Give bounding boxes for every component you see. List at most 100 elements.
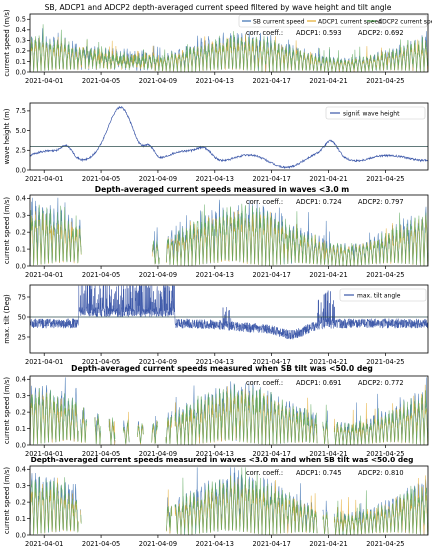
adcp2-series: [29, 203, 429, 267]
corr-adcp2: ADCP2: 0.692: [358, 29, 404, 37]
x-tick-label: 2021-04-01: [25, 77, 63, 85]
y-tick-label: 0.3: [16, 482, 27, 490]
panel-2: 0.0 2.5 5.0 7.5 2021-04-01 2021-04-05 2021-04-…: [3, 102, 429, 183]
x-tick-label: 2021-04-21: [309, 540, 347, 548]
y-tick-label: 0.0: [16, 531, 27, 539]
x-tick-label: 2021-04-25: [366, 271, 404, 279]
y-axis-label: current speed (m/s): [3, 9, 11, 76]
x-tick-label: 2021-04-05: [82, 540, 120, 548]
corr-adcp2: ADCP2: 0.810: [358, 469, 404, 477]
y-tick-label: 0.3: [16, 392, 27, 400]
x-tick-label: 2021-04-09: [139, 450, 177, 458]
y-tick-label: 0.2: [16, 47, 27, 55]
panel-5: 0.0 0.1 0.2 0.3 0.4 2021-04-01 2021-04-05 2021-…: [3, 375, 429, 458]
x-tick-label: 2021-04-21: [309, 271, 347, 279]
panel-4: 25 50 75 2021-04-01 2021-04-05 2021-04-09 2021…: [3, 284, 429, 366]
corr-adcp1: ADCP1: 0.691: [296, 379, 342, 387]
x-tick-label: 2021-04-05: [82, 358, 120, 366]
x-tick-label: 2021-04-17: [252, 271, 290, 279]
y-tick-label: 0.4: [16, 26, 27, 34]
y-tick-label: 0.4: [16, 195, 27, 203]
y-tick-label: 0.5: [16, 16, 27, 24]
x-tick-label: 2021-04-01: [25, 540, 63, 548]
x-tick-label: 2021-04-25: [366, 358, 404, 366]
y-tick-label: 0.2: [16, 408, 27, 416]
x-tick-label: 2021-04-13: [196, 175, 234, 183]
corr-coeff-label: corr. coeff.:: [246, 469, 283, 477]
x-tick-label: 2021-04-17: [252, 358, 290, 366]
y-tick-label: 0.0: [16, 262, 27, 270]
x-tick-label: 2021-04-09: [139, 77, 177, 85]
legend-box: [238, 14, 428, 28]
panel-5-title: Depth-averaged current speeds measured w…: [71, 364, 373, 373]
panel-1-title: SB, ADCP1 and ADCP2 depth-averaged curre…: [45, 3, 392, 12]
y-axis-label: current speed (m/s): [3, 377, 11, 444]
x-tick-label: 2021-04-21: [309, 450, 347, 458]
tilt-series: [29, 284, 429, 340]
axes-frame: [29, 13, 429, 73]
y-axis-label: current speed (m/s): [3, 197, 11, 264]
corr-coeff-label: corr. coeff.:: [246, 29, 283, 37]
legend-box: [325, 106, 426, 120]
x-tick-label: 2021-04-01: [25, 175, 63, 183]
legend-entry: SB current speed: [253, 18, 305, 25]
y-tick-label: 2.5: [16, 147, 27, 155]
x-tick-label: 2021-04-13: [196, 450, 234, 458]
x-tick-label: 2021-04-13: [196, 271, 234, 279]
panel-6: 0.0 0.1 0.2 0.3 0.4 2021-04-01 2021-04-05 2021-…: [3, 466, 429, 548]
adcp2-series: [29, 24, 429, 73]
x-tick-label: 2021-04-25: [366, 540, 404, 548]
x-tick-label: 2021-04-01: [25, 271, 63, 279]
x-tick-label: 2021-04-09: [139, 271, 177, 279]
y-tick-label: 25: [18, 333, 26, 341]
x-tick-label: 2021-04-01: [25, 358, 63, 366]
corr-adcp1: ADCP1: 0.593: [296, 29, 342, 37]
x-tick-label: 2021-04-13: [196, 540, 234, 548]
corr-adcp1: ADCP1: 0.745: [296, 469, 342, 477]
y-tick-label: 0.1: [16, 425, 27, 433]
x-tick-label: 2021-04-13: [196, 358, 234, 366]
y-tick-label: 7.5: [16, 107, 27, 115]
axes-frame: [29, 375, 429, 446]
y-tick-label: 0.1: [16, 515, 27, 523]
x-tick-label: 2021-04-09: [139, 358, 177, 366]
panel-3-title: Depth-averaged current speeds measured i…: [95, 185, 350, 194]
axes-frame: [29, 102, 429, 171]
y-tick-label: 0.2: [16, 228, 27, 236]
y-tick-label: 0.0: [16, 68, 27, 76]
corr-adcp2: ADCP2: 0.772: [358, 379, 404, 387]
x-tick-label: 2021-04-09: [139, 175, 177, 183]
x-tick-label: 2021-04-21: [309, 77, 347, 85]
adcp2-series: [29, 467, 429, 536]
axes-frame: [29, 284, 429, 354]
y-tick-label: 75: [18, 293, 26, 301]
x-tick-label: 2021-04-17: [252, 77, 290, 85]
y-tick-label: 0.4: [16, 376, 27, 384]
y-tick-label: 0.1: [16, 245, 27, 253]
y-tick-label: 0.4: [16, 466, 27, 474]
legend-entry: ADCP1 current speed: [318, 18, 382, 25]
x-tick-label: 2021-04-13: [196, 77, 234, 85]
panel-3: 0.0 0.1 0.2 0.3 0.4 2021-04-01 2021-04-05 2021-…: [3, 194, 429, 279]
x-tick-label: 2021-04-05: [82, 450, 120, 458]
x-tick-label: 2021-04-25: [366, 175, 404, 183]
x-tick-label: 2021-04-05: [82, 175, 120, 183]
x-tick-label: 2021-04-25: [366, 77, 404, 85]
wave-height-series: [29, 105, 429, 170]
y-axis-label: max. tilt (Deg): [3, 294, 11, 344]
x-tick-label: 2021-04-17: [252, 175, 290, 183]
y-tick-label: 0.1: [16, 58, 27, 66]
y-tick-label: 5.0: [16, 127, 27, 135]
panel-1: 0.0 0.1 0.2 0.3 0.4 0.5 2021-04-01 2021-04-05 20…: [3, 9, 432, 85]
legend-entry: max. tilt angle: [357, 292, 401, 299]
y-tick-label: 0.0: [16, 166, 27, 174]
x-tick-label: 2021-04-21: [309, 175, 347, 183]
x-tick-label: 2021-04-25: [366, 450, 404, 458]
corr-coeff-label: corr. coeff.:: [246, 198, 283, 206]
x-tick-label: 2021-04-21: [309, 358, 347, 366]
legend-box: [339, 288, 427, 302]
corr-adcp1: ADCP1: 0.724: [296, 198, 342, 206]
legend-entry: signif. wave height: [343, 110, 400, 117]
x-tick-label: 2021-04-17: [252, 450, 290, 458]
